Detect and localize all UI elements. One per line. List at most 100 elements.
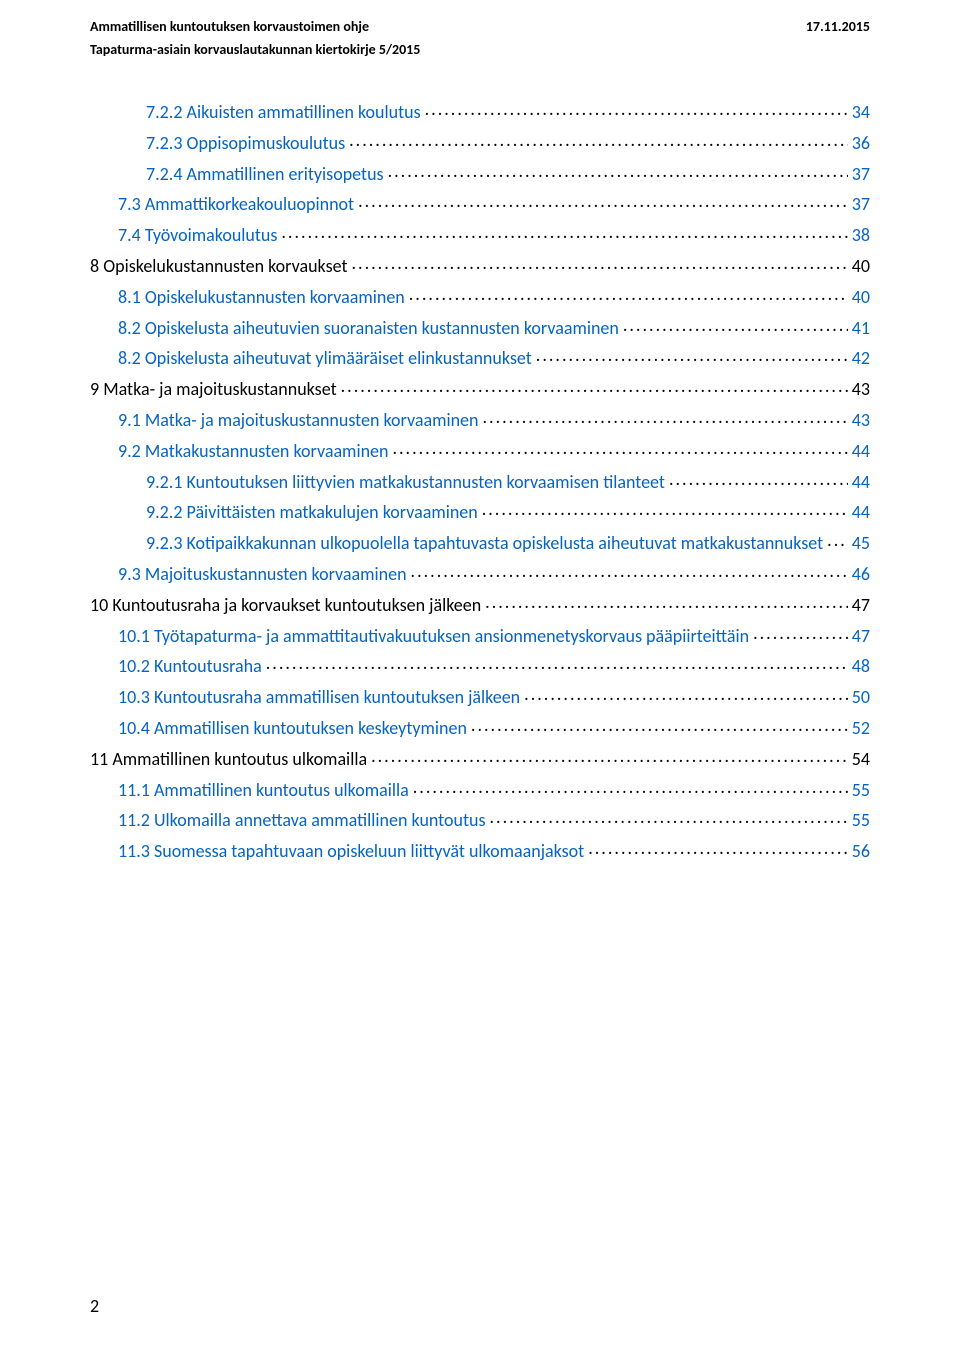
toc-entry-page: 56: [852, 839, 870, 863]
toc-entry[interactable]: 10.4 Ammatillisen kuntoutuksen keskeytym…: [90, 716, 870, 740]
toc-entry-page: 43: [852, 377, 870, 401]
toc-entry-page: 46: [852, 562, 870, 586]
toc-entry-text: 7.2.3 Oppisopimuskoulutus: [146, 131, 345, 155]
toc-entry: 11 Ammatillinen kuntoutus ulkomailla 54: [90, 747, 870, 771]
toc-leader-dots: [352, 254, 848, 272]
page-number: 2: [90, 1295, 99, 1317]
toc-entry-text: 10 Kuntoutusraha ja korvaukset kuntoutuk…: [90, 593, 481, 617]
toc-entry-page: 40: [852, 254, 870, 278]
toc-entry[interactable]: 9.2 Matkakustannusten korvaaminen 44: [90, 439, 870, 463]
toc-entry[interactable]: 7.3 Ammattikorkeakouluopinnot37: [90, 192, 870, 216]
toc-entry-text: 10.4 Ammatillisen kuntoutuksen keskeytym…: [118, 716, 467, 740]
toc-leader-dots: [482, 408, 847, 426]
toc-leader-dots: [524, 685, 848, 703]
toc-entry-page: 55: [852, 778, 870, 802]
toc-entry-page: 44: [852, 500, 870, 524]
toc-entry[interactable]: 8.1 Opiskelukustannusten korvaaminen 40: [90, 285, 870, 309]
toc-leader-dots: [349, 131, 848, 149]
document-page: Ammatillisen kuntoutuksen korvaustoimen …: [0, 0, 960, 1357]
toc-entry[interactable]: 9.1 Matka- ja majoituskustannusten korva…: [90, 408, 870, 432]
toc-entry-page: 38: [852, 223, 870, 247]
toc-leader-dots: [266, 654, 848, 672]
toc-entry-page: 37: [852, 162, 870, 186]
toc-entry: 10 Kuntoutusraha ja korvaukset kuntoutuk…: [90, 593, 870, 617]
toc-entry-text: 8.2 Opiskelusta aiheutuvat ylimääräiset …: [118, 346, 532, 370]
toc-entry-page: 37: [852, 192, 870, 216]
toc-entry: 8 Opiskelukustannusten korvaukset 40: [90, 254, 870, 278]
toc-entry[interactable]: 7.4 Työvoimakoulutus 38: [90, 223, 870, 247]
toc-entry-text: 7.2.2 Aikuisten ammatillinen koulutus: [146, 100, 421, 124]
toc-leader-dots: [827, 531, 848, 549]
toc-entry-page: 47: [852, 624, 870, 648]
toc-entry: 9 Matka- ja majoituskustannukset 43: [90, 377, 870, 401]
toc-entry-text: 9.3 Majoituskustannusten korvaaminen: [118, 562, 407, 586]
header-title: Ammatillisen kuntoutuksen korvaustoimen …: [90, 18, 369, 35]
toc-entry[interactable]: 8.2 Opiskelusta aiheutuvien suoranaisten…: [90, 316, 870, 340]
toc-leader-dots: [392, 439, 847, 457]
toc-leader-dots: [425, 100, 848, 118]
toc-entry-text: 10.2 Kuntoutusraha: [118, 654, 262, 678]
toc-entry-text: 9 Matka- ja majoituskustannukset: [90, 377, 337, 401]
toc-entry[interactable]: 7.2.3 Oppisopimuskoulutus 36: [90, 131, 870, 155]
header-row: Ammatillisen kuntoutuksen korvaustoimen …: [90, 18, 870, 35]
toc-entry[interactable]: 10.3 Kuntoutusraha ammatillisen kuntoutu…: [90, 685, 870, 709]
toc-leader-dots: [388, 162, 848, 180]
toc-entry-text: 9.2.3 Kotipaikkakunnan ulkopuolella tapa…: [146, 531, 823, 555]
toc-leader-dots: [490, 808, 848, 826]
toc-entry[interactable]: 11.2 Ulkomailla annettava ammatillinen k…: [90, 808, 870, 832]
toc-leader-dots: [471, 716, 848, 734]
toc-leader-dots: [623, 316, 848, 334]
toc-leader-dots: [588, 839, 848, 857]
toc-leader-dots: [753, 624, 848, 642]
toc-entry-text: 9.1 Matka- ja majoituskustannusten korva…: [118, 408, 478, 432]
toc-entry[interactable]: 7.2.4 Ammatillinen erityisopetus 37: [90, 162, 870, 186]
toc-entry-page: 44: [852, 470, 870, 494]
toc-entry[interactable]: 10.1 Työtapaturma- ja ammattitautivakuut…: [90, 624, 870, 648]
toc-entry-page: 44: [852, 439, 870, 463]
toc-entry[interactable]: 9.2.2 Päivittäisten matkakulujen korvaam…: [90, 500, 870, 524]
toc-entry-page: 54: [852, 747, 870, 771]
toc-leader-dots: [281, 223, 847, 241]
toc-entry-page: 41: [852, 316, 870, 340]
toc-leader-dots: [371, 747, 848, 765]
toc-entry-page: 40: [852, 285, 870, 309]
toc-entry-page: 47: [852, 593, 870, 617]
toc-entry[interactable]: 11.1 Ammatillinen kuntoutus ulkomailla55: [90, 778, 870, 802]
toc-leader-dots: [358, 192, 848, 210]
toc-entry-text: 11.3 Suomessa tapahtuvaan opiskeluun lii…: [118, 839, 584, 863]
toc-entry-page: 50: [852, 685, 870, 709]
toc-leader-dots: [536, 346, 848, 364]
toc-entry-text: 8.1 Opiskelukustannusten korvaaminen: [118, 285, 405, 309]
header-subtitle: Tapaturma-asiain korvauslautakunnan kier…: [90, 41, 870, 58]
toc-entry[interactable]: 9.2.3 Kotipaikkakunnan ulkopuolella tapa…: [90, 531, 870, 555]
toc-entry-text: 9.2 Matkakustannusten korvaaminen: [118, 439, 388, 463]
toc-entry-text: 11 Ammatillinen kuntoutus ulkomailla: [90, 747, 367, 771]
toc-entry-text: 11.2 Ulkomailla annettava ammatillinen k…: [118, 808, 486, 832]
toc-entry-text: 7.4 Työvoimakoulutus: [118, 223, 277, 247]
toc-entry[interactable]: 10.2 Kuntoutusraha 48: [90, 654, 870, 678]
toc-entry-page: 36: [852, 131, 870, 155]
toc-entry-page: 43: [852, 408, 870, 432]
toc-leader-dots: [485, 593, 848, 611]
toc-entry[interactable]: 11.3 Suomessa tapahtuvaan opiskeluun lii…: [90, 839, 870, 863]
toc-entry-page: 45: [852, 531, 870, 555]
header-date: 17.11.2015: [806, 18, 870, 35]
toc-leader-dots: [411, 562, 848, 580]
toc-leader-dots: [669, 470, 848, 488]
toc-entry-text: 9.2.1 Kuntoutuksen liittyvien matkakusta…: [146, 470, 665, 494]
toc-leader-dots: [413, 778, 848, 796]
toc-entry-text: 9.2.2 Päivittäisten matkakulujen korvaam…: [146, 500, 478, 524]
toc-entry-page: 48: [852, 654, 870, 678]
toc-entry-text: 7.2.4 Ammatillinen erityisopetus: [146, 162, 384, 186]
toc-entry[interactable]: 8.2 Opiskelusta aiheutuvat ylimääräiset …: [90, 346, 870, 370]
toc-entry[interactable]: 9.2.1 Kuntoutuksen liittyvien matkakusta…: [90, 470, 870, 494]
toc-entry[interactable]: 7.2.2 Aikuisten ammatillinen koulutus 34: [90, 100, 870, 124]
toc-entry-page: 42: [852, 346, 870, 370]
toc-entry[interactable]: 9.3 Majoituskustannusten korvaaminen 46: [90, 562, 870, 586]
toc-entry-page: 52: [852, 716, 870, 740]
table-of-contents: 7.2.2 Aikuisten ammatillinen koulutus347…: [90, 100, 870, 863]
toc-entry-page: 34: [852, 100, 870, 124]
toc-leader-dots: [482, 500, 848, 518]
toc-entry-text: 8 Opiskelukustannusten korvaukset: [90, 254, 348, 278]
toc-entry-text: 8.2 Opiskelusta aiheutuvien suoranaisten…: [118, 316, 619, 340]
